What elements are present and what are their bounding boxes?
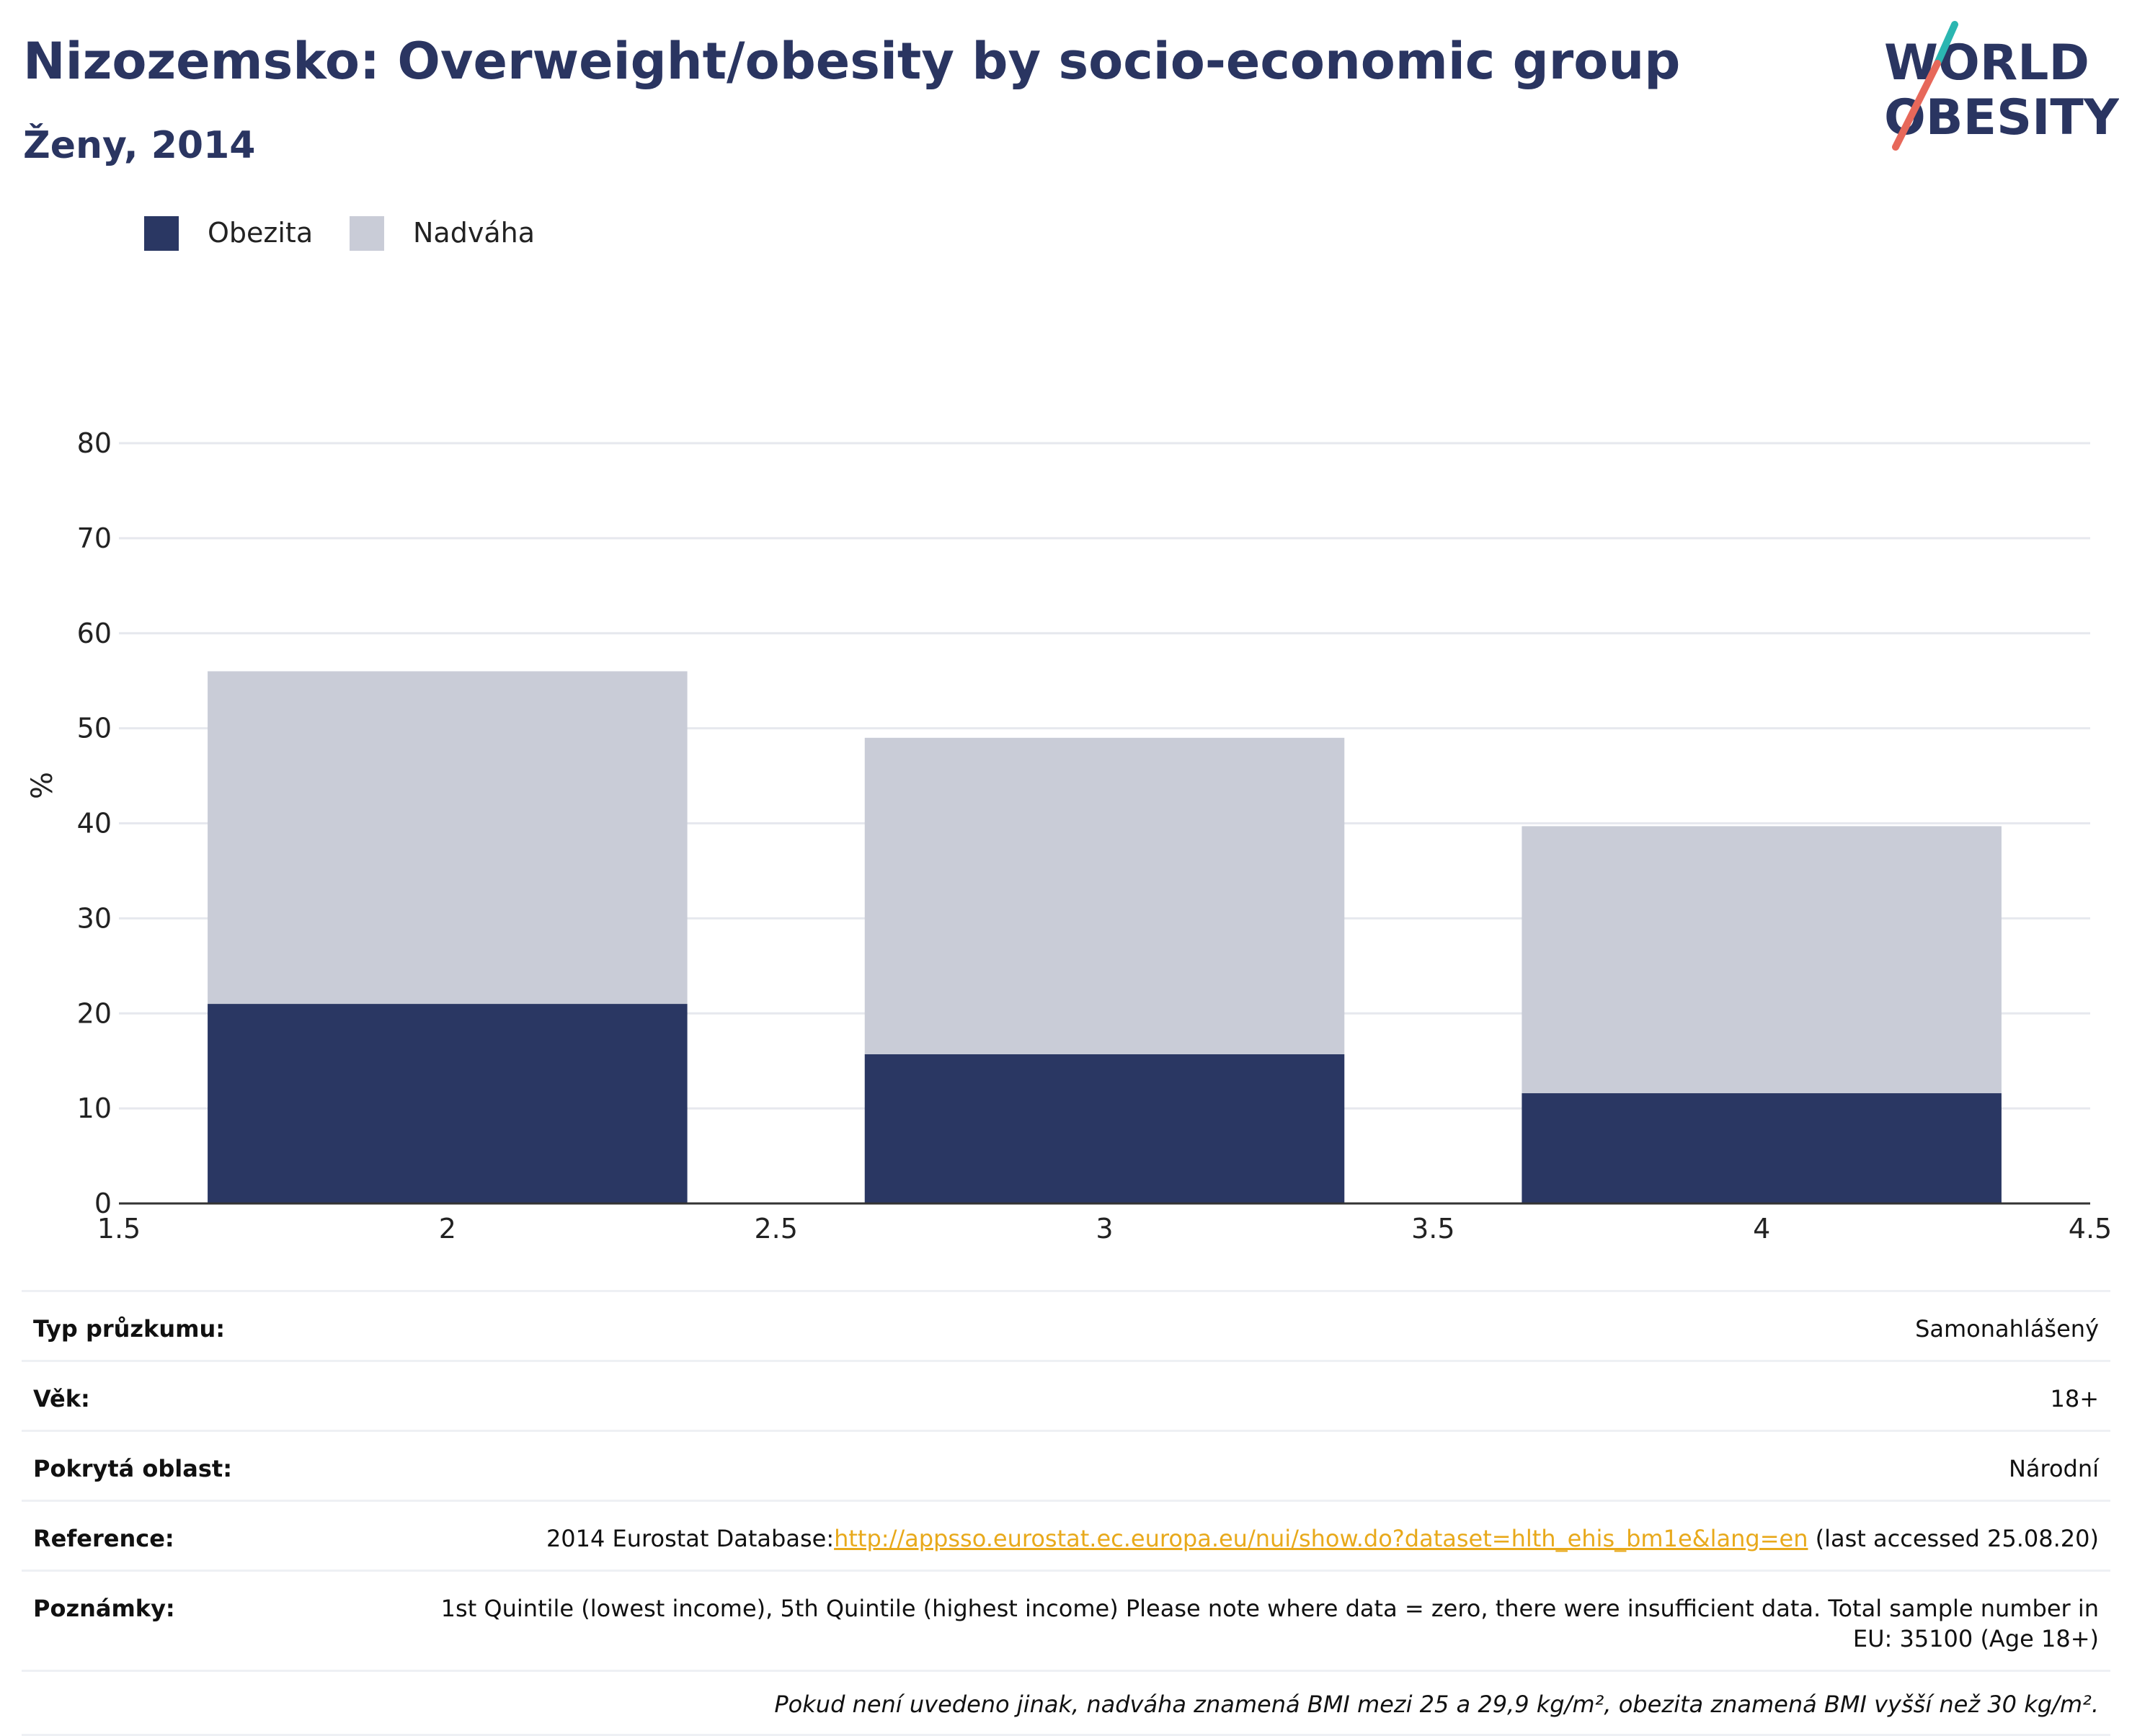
y-axis-label: %	[26, 772, 59, 799]
info-value: 2014 Eurostat Database:http://appsso.eur…	[437, 1523, 2099, 1554]
legend-label: Obezita	[208, 217, 314, 249]
legend-swatch	[144, 216, 179, 251]
stacked-bar-chart: 0 10 20 30 40 50 60 70 80 1.5 2 2.5 3 3.5 4 4.5 %	[26, 427, 2113, 1245]
logo-line-1: WORLD	[1884, 35, 2089, 92]
y-tick-label: 70	[77, 522, 112, 554]
y-tick-label: 40	[77, 808, 112, 840]
info-label: Typ průzkumu:	[33, 1315, 226, 1343]
info-row-reference: Reference: 2014 Eurostat Database:http:/…	[22, 1502, 2110, 1572]
x-tick-label: 2	[439, 1213, 456, 1245]
y-tick-label: 60	[77, 618, 112, 649]
info-label: Reference:	[33, 1525, 174, 1552]
x-tick-label: 4.5	[2069, 1213, 2112, 1245]
reference-prefix: 2014 Eurostat Database:	[546, 1525, 835, 1552]
info-row-area: Pokrytá oblast: Národní	[22, 1432, 2110, 1502]
x-tick-label: 4	[1753, 1213, 1770, 1245]
info-row-notes: Poznámky: 1st Quintile (lowest income), …	[22, 1572, 2110, 1672]
axes: 0 10 20 30 40 50 60 70 80 1.5 2 2.5 3 3.5 4 4.5	[77, 427, 2113, 1245]
y-tick-label: 50	[77, 713, 112, 744]
y-tick-label: 80	[77, 427, 112, 459]
info-label: Poznámky:	[33, 1595, 175, 1622]
bar-nadváha-3[interactable]	[864, 737, 1345, 1054]
info-row-survey-type: Typ průzkumu: Samonahlášený	[22, 1290, 2110, 1362]
info-table: Typ průzkumu: Samonahlášený Věk: 18+ Pok…	[22, 1290, 2110, 1736]
legend-swatch	[350, 216, 384, 251]
info-value: 18+	[2050, 1385, 2099, 1412]
y-tick-label: 10	[77, 1092, 112, 1124]
info-value: 1st Quintile (lowest income), 5th Quinti…	[440, 1595, 2099, 1652]
legend-label: Nadváha	[413, 217, 535, 249]
info-row-age: Věk: 18+	[22, 1362, 2110, 1432]
chart-subtitle: Ženy, 2014	[23, 124, 256, 167]
reference-link[interactable]: http://appsso.eurostat.ec.europa.eu/nui/…	[834, 1525, 1808, 1552]
bar-obezita-2[interactable]	[208, 1004, 688, 1203]
info-label: Pokrytá oblast:	[33, 1455, 232, 1482]
world-obesity-logo: WORLD OBESITY	[1884, 21, 2119, 151]
bar-obezita-3[interactable]	[864, 1054, 1345, 1203]
y-tick-label: 20	[77, 997, 112, 1029]
footnote: Pokud není uvedeno jinak, nadváha znamen…	[22, 1672, 2110, 1736]
y-tick-label: 0	[94, 1188, 112, 1219]
reference-suffix: (last accessed 25.08.20)	[1808, 1525, 2099, 1552]
bar-obezita-4[interactable]	[1522, 1093, 2002, 1203]
info-value: Národní	[2008, 1455, 2099, 1482]
info-label: Věk:	[33, 1385, 90, 1412]
bar-nadváha-4[interactable]	[1522, 826, 2002, 1094]
x-tick-label: 3	[1096, 1213, 1113, 1245]
x-tick-label: 2.5	[754, 1213, 797, 1245]
x-tick-label: 3.5	[1411, 1213, 1454, 1245]
x-tick-label: 1.5	[97, 1213, 141, 1245]
bars	[208, 671, 2002, 1203]
info-value: Samonahlášený	[1915, 1315, 2099, 1343]
y-tick-label: 30	[77, 902, 112, 934]
bar-nadváha-2[interactable]	[208, 671, 688, 1005]
chart-title: Nizozemsko: Overweight/obesity by socio-…	[23, 32, 1681, 91]
